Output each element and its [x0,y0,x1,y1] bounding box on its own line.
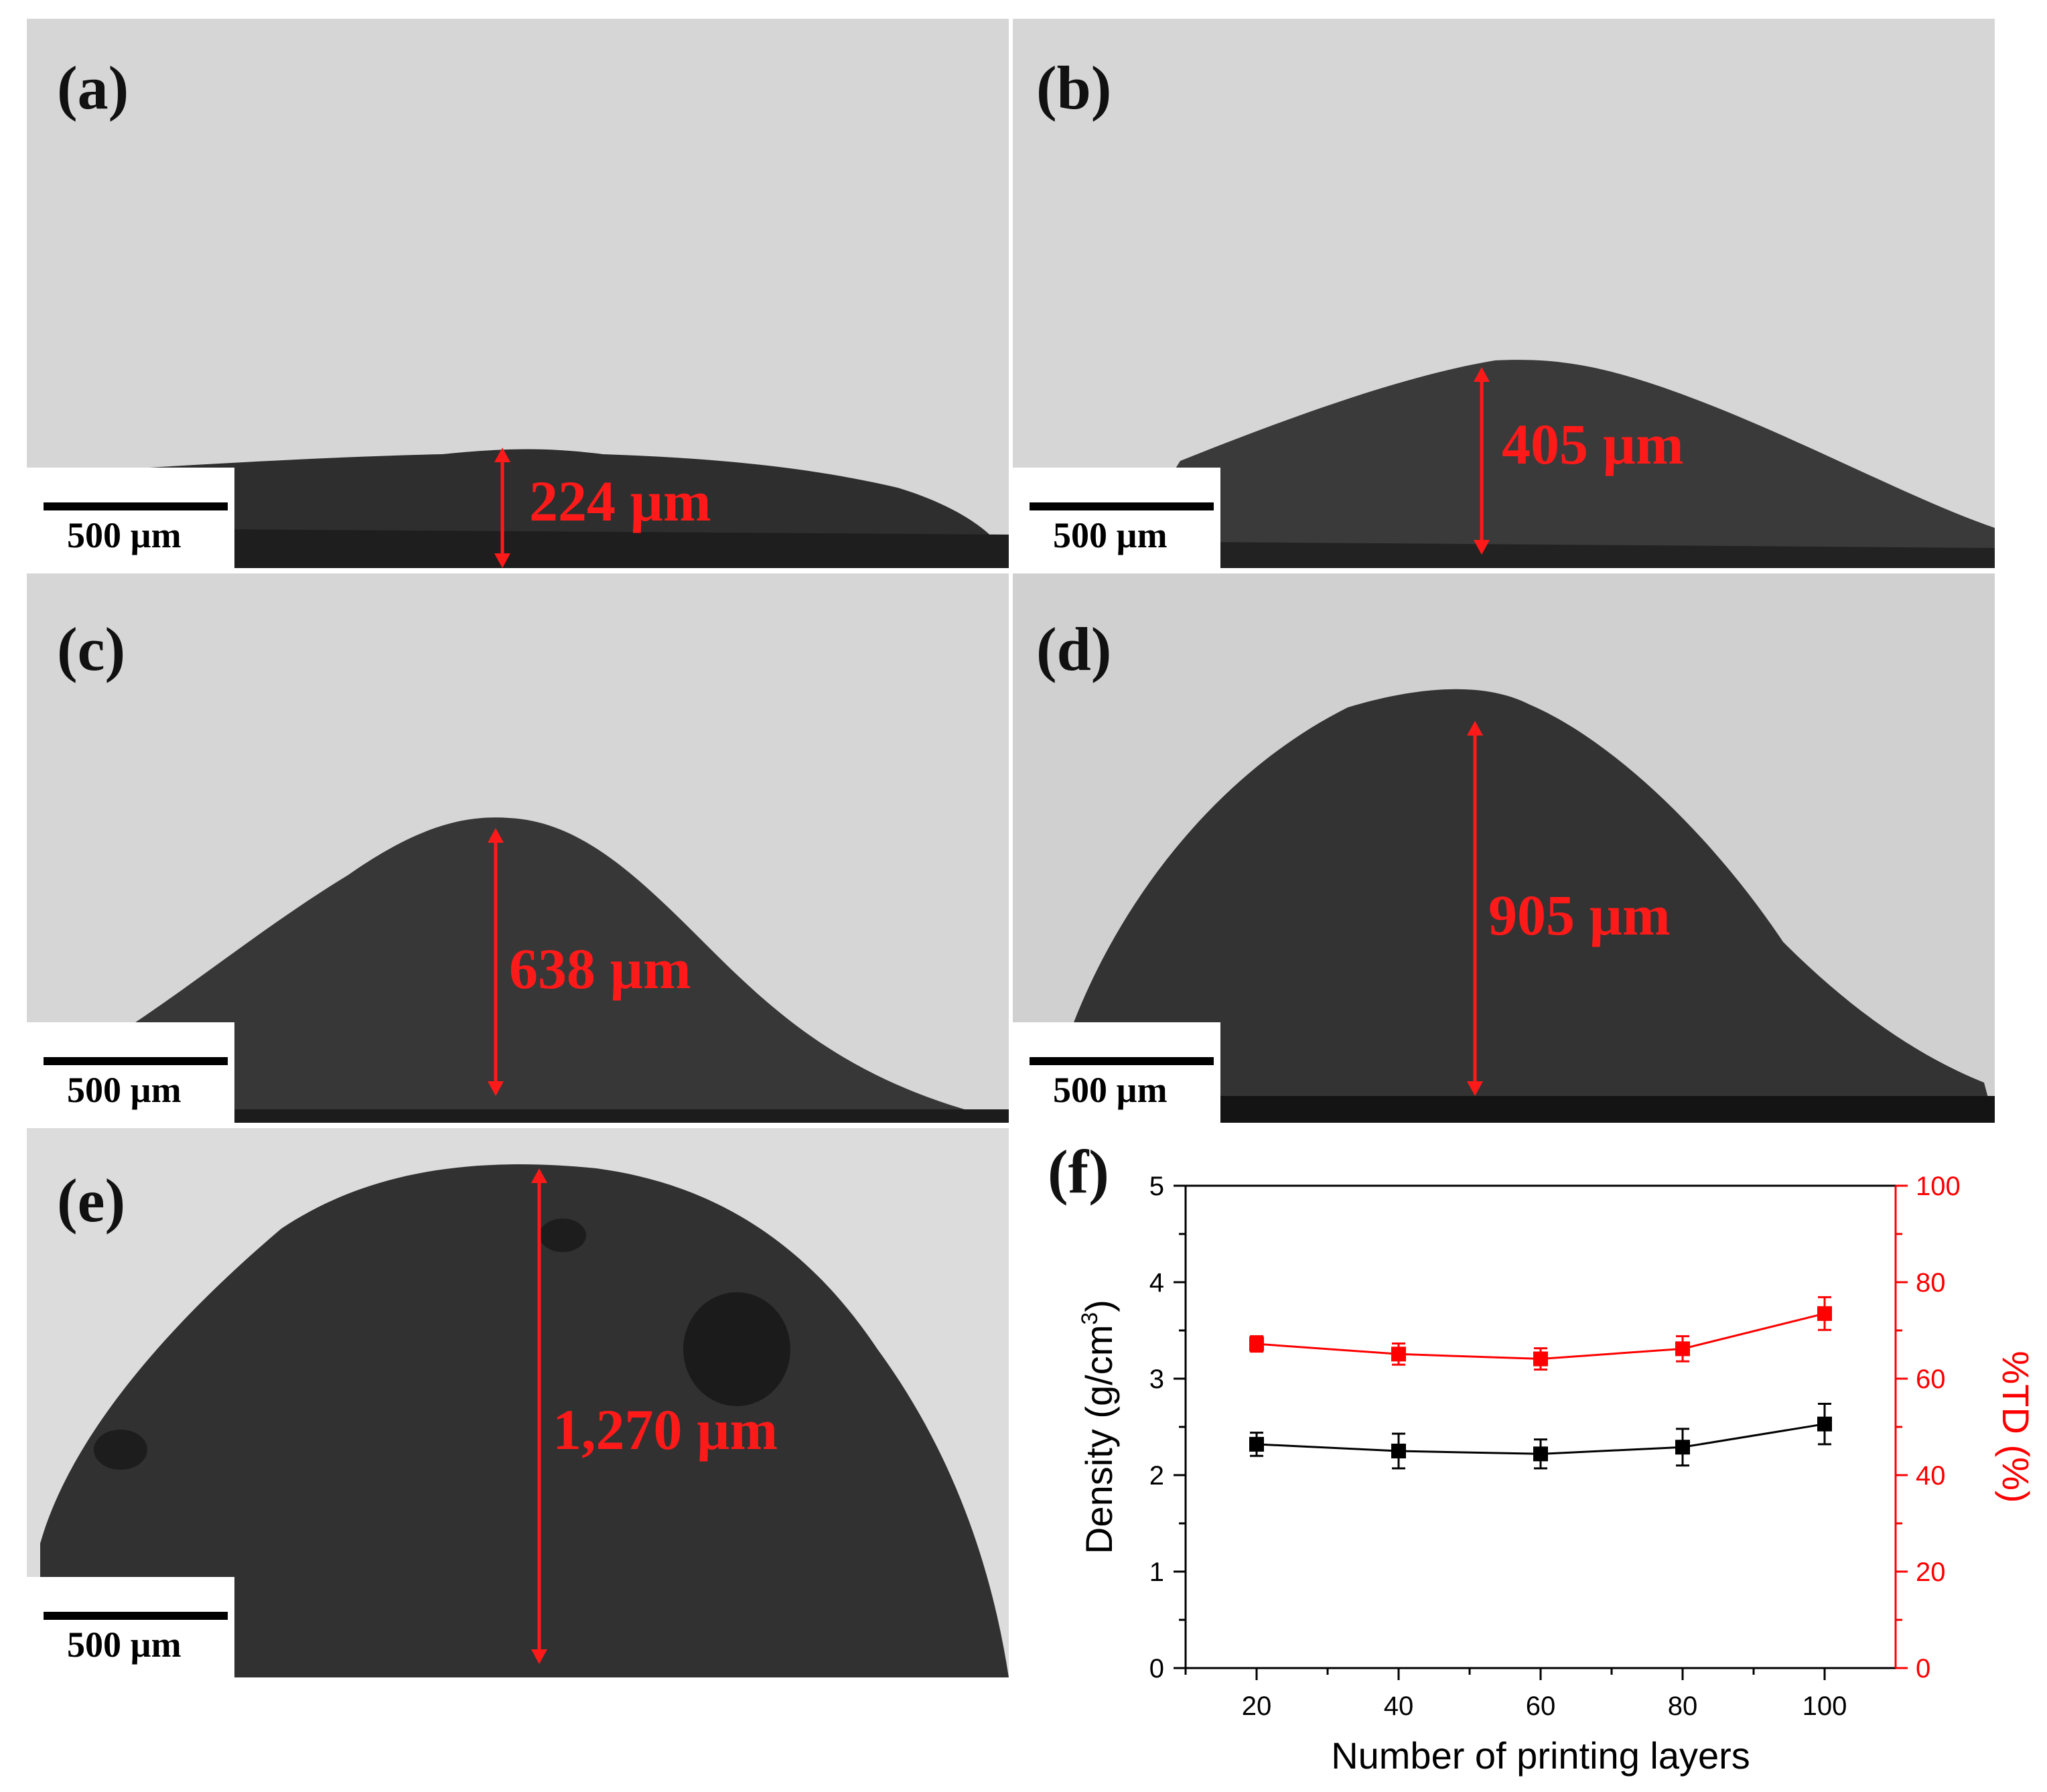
micrograph-panel-a: (a) 224 µm 500 µm [27,19,1009,568]
data-point-right [1533,1351,1548,1367]
scale-label-d: 500 µm [1053,1070,1168,1110]
y-tick-label-right: 60 [1916,1365,1946,1394]
measurement-arrow-c [488,828,504,1096]
y-tick-label-left: 4 [1149,1268,1164,1298]
y-axis-label-right: %TD (%) [1995,1351,2037,1503]
measurement-arrow-e [531,1168,547,1664]
panel-label-a: (a) [57,54,129,122]
micrograph-panel-e: (e) 1,270 µm 500 µm [27,1128,1009,1677]
data-point-right [1817,1306,1832,1321]
density-chart: (f) 20 40 60 80 100 0 1 2 3 4 5 0 20 40 60 80 100 Number… [1048,1138,2037,1777]
data-point-left [1391,1444,1406,1458]
measurement-label-a: 224 µm [529,469,711,533]
scale-label-b: 500 µm [1053,515,1168,555]
panel-label-d: (d) [1036,615,1112,683]
data-point-left [1675,1440,1690,1455]
y-tick-label-left: 3 [1149,1365,1164,1394]
data-point-right [1675,1341,1690,1357]
panel-label-b: (b) [1036,54,1112,122]
y-tick-label-right: 40 [1916,1461,1946,1491]
x-tick-label: 40 [1384,1692,1414,1721]
y-tick-label-right: 20 [1916,1558,1946,1587]
y-tick-label-left: 5 [1149,1172,1164,1201]
data-point-right [1391,1347,1406,1362]
micrograph-panel-b: (b) 405 µm 500 µm [1013,19,1995,568]
scale-label-e: 500 µm [67,1625,182,1665]
y-tick-label-left: 0 [1149,1654,1164,1683]
micrograph-image-b [1013,19,1995,568]
scale-bar-a [44,502,228,510]
micrograph-panel-c: (c) 638 µm 500 µm [27,573,1009,1123]
panel-label-e: (e) [57,1166,126,1235]
y-axis-label-left: Density (g/cm3) [1077,1300,1120,1554]
measurement-label-c: 638 µm [509,937,691,1001]
x-axis-label: Number of printing layers [1331,1734,1750,1777]
scale-bar-e [44,1612,228,1620]
scale-bar-d [1030,1057,1214,1065]
data-point-left [1817,1416,1832,1432]
x-tick-label: 60 [1526,1692,1556,1721]
y-tick-label-right: 0 [1916,1654,1930,1683]
data-point-right [1249,1336,1264,1352]
scale-bar-box-e: 500 µm [27,1577,234,1677]
scale-bar-b [1030,502,1214,510]
y-tick-label-right: 80 [1916,1268,1946,1298]
scale-label-a: 500 µm [67,515,182,555]
y-tick-label-right: 100 [1916,1172,1961,1201]
measurement-label-d: 905 µm [1488,883,1671,947]
measurement-label-e: 1,270 µm [553,1397,778,1462]
measurement-arrow-a [494,447,510,568]
measurement-arrow-b [1474,367,1490,555]
density-chart-panel: (f) 20 40 60 80 100 0 1 2 3 4 5 0 20 40 60 80 100 Number… [1025,1132,2047,1789]
data-point-left [1249,1436,1264,1452]
x-tick-label: 20 [1242,1692,1272,1721]
measurement-arrow-d [1467,721,1483,1096]
scale-bar-c [44,1057,228,1065]
micrograph-panel-d: (d) 905 µm 500 µm [1013,573,1995,1123]
panel-label-c: (c) [57,615,126,683]
scale-bar-box-a: 500 µm [27,468,234,568]
y-tick-label-left: 2 [1149,1461,1164,1491]
scale-label-c: 500 µm [67,1070,182,1110]
scale-bar-box-d: 500 µm [1013,1022,1220,1123]
data-point-left [1533,1446,1548,1462]
x-tick-label: 100 [1803,1692,1847,1721]
y-tick-label-left: 1 [1149,1558,1164,1587]
micrograph-image-c [27,573,1009,1123]
scale-bar-box-c: 500 µm [27,1022,234,1123]
measurement-label-b: 405 µm [1502,412,1684,476]
x-tick-label: 80 [1668,1692,1698,1721]
chart-panel-label: (f) [1048,1138,1109,1206]
scale-bar-box-b: 500 µm [1013,468,1220,568]
